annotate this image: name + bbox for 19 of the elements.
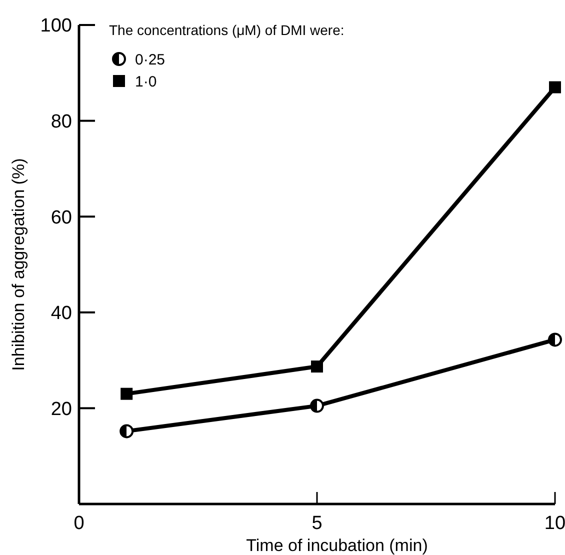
- point: [549, 81, 561, 94]
- x-axis-title: Time of incubation (min): [246, 536, 428, 555]
- y-tick-label: 80: [50, 111, 72, 132]
- legend-label: 0·25: [135, 51, 166, 68]
- point: [120, 424, 134, 438]
- x-tick-label: 5: [312, 513, 322, 534]
- point: [311, 360, 323, 373]
- x-tick-label: 10: [544, 513, 565, 534]
- y-tick-label: 20: [50, 398, 72, 420]
- y-tick-label: 100: [40, 16, 72, 37]
- point: [310, 398, 324, 413]
- x-tick-label: 0: [74, 513, 84, 534]
- legend-title: The concentrations (μM) of DMI were:: [109, 22, 344, 38]
- point: [548, 332, 562, 347]
- legend-label: 1·0: [135, 73, 157, 90]
- y-axis-title: Inhibition of aggregation (%): [9, 158, 28, 371]
- y-tick-label: 60: [50, 207, 72, 228]
- y-tick-label: 40: [50, 303, 72, 324]
- point: [120, 388, 133, 400]
